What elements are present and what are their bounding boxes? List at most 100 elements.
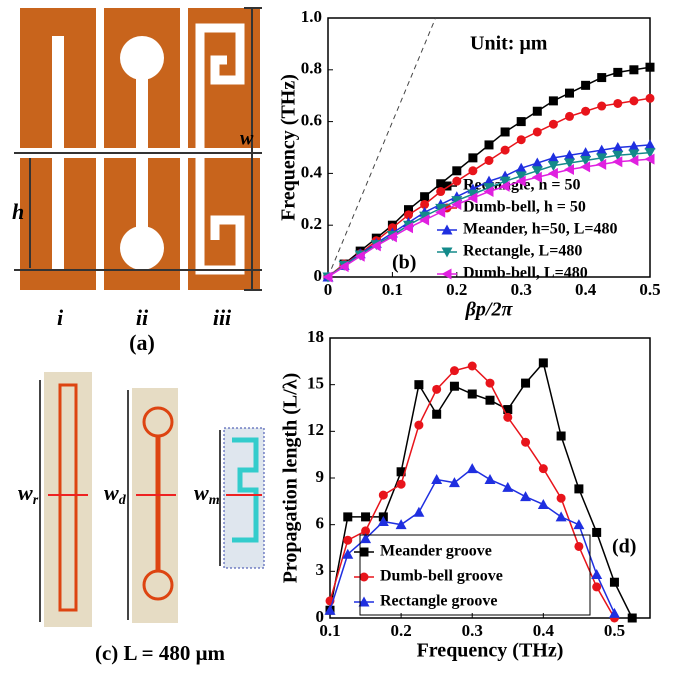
light-line	[328, 18, 436, 277]
data-point	[485, 140, 494, 149]
subscript: d	[119, 493, 127, 508]
data-point	[468, 153, 477, 162]
data-point	[486, 396, 495, 405]
width-label: w	[240, 128, 254, 150]
data-point	[520, 491, 531, 501]
width-label: wd	[104, 480, 127, 508]
data-point	[485, 474, 496, 484]
data-point	[609, 608, 620, 618]
legend-label: Dumb-bell groove	[380, 568, 503, 585]
data-point	[379, 491, 388, 500]
data-point	[581, 107, 590, 116]
panel-caption: (a)	[129, 330, 155, 355]
panel-caption: (c) L = 480 μm	[95, 641, 226, 665]
data-point	[591, 569, 602, 579]
data-point	[517, 135, 526, 144]
y-axis-title: Frequency (THz)	[278, 74, 300, 221]
y-tick-label: 1.0	[301, 7, 322, 26]
data-point	[450, 366, 459, 375]
data-point	[414, 421, 423, 430]
x-tick-label: 0.5	[604, 621, 625, 640]
data-point	[450, 382, 459, 391]
legend-marker	[360, 548, 369, 557]
symbol: w	[104, 480, 119, 505]
legend-label: Meander groove	[380, 543, 492, 560]
legend-marker	[442, 269, 452, 280]
symbol: w	[18, 480, 33, 505]
data-point	[646, 94, 655, 103]
data-point	[592, 528, 601, 537]
data-point	[557, 432, 566, 441]
data-point	[597, 102, 606, 111]
y-tick-label: 0	[316, 607, 325, 626]
data-point	[468, 166, 477, 175]
y-tick-label: 18	[307, 327, 324, 346]
x-tick-label: 0.5	[639, 280, 660, 299]
data-point	[646, 63, 655, 72]
width-label: wm	[194, 480, 220, 508]
panel-a-art	[14, 8, 262, 290]
width-label: wr	[18, 480, 39, 508]
data-point	[533, 127, 542, 136]
legend-label: Dumb-bell, L=480	[463, 265, 588, 282]
symbol: w	[194, 480, 209, 505]
data-point	[397, 480, 406, 489]
data-point	[432, 410, 441, 419]
x-tick-label: 0.3	[462, 621, 483, 640]
data-point	[413, 507, 424, 517]
data-point	[501, 127, 510, 136]
data-point	[486, 379, 495, 388]
y-tick-label: 12	[307, 420, 324, 439]
data-point	[485, 156, 494, 165]
y-tick-label: 0.6	[301, 111, 322, 130]
y-tick-label: 0.8	[301, 59, 322, 78]
panel-c-art	[40, 372, 264, 627]
data-point	[521, 438, 530, 447]
data-point	[414, 380, 423, 389]
x-axis-title: Frequency (THz)	[417, 640, 564, 662]
data-point	[539, 358, 548, 367]
data-point	[565, 112, 574, 121]
y-tick-label: 9	[316, 467, 325, 486]
data-point	[501, 146, 510, 155]
data-point	[538, 499, 549, 509]
y-tick-label: 15	[307, 374, 324, 393]
data-point	[502, 482, 513, 492]
y-tick-label: 0	[314, 266, 323, 285]
x-tick-label: 0.2	[390, 621, 411, 640]
data-point	[468, 390, 477, 399]
data-point	[343, 536, 352, 545]
annotation: Unit: μm	[470, 33, 548, 55]
subscript: r	[33, 493, 39, 508]
data-point	[613, 99, 622, 108]
annotation: (d)	[612, 536, 636, 558]
annotation: (b)	[392, 252, 416, 274]
x-tick-label: 0.1	[382, 280, 403, 299]
data-point	[573, 519, 584, 529]
x-axis-title: βp/2π	[465, 299, 514, 321]
data-point	[581, 81, 590, 90]
x-tick-label: 0.2	[446, 280, 467, 299]
series-line	[330, 469, 614, 614]
data-point	[452, 177, 461, 186]
figure: w h i ii iii (a) wr wd wm (c) L = 480 μm…	[0, 0, 678, 670]
y-tick-label: 0.2	[301, 214, 322, 233]
x-tick-label: 0.4	[533, 621, 555, 640]
column-label: iii	[213, 305, 232, 330]
data-point	[613, 68, 622, 77]
data-point	[452, 166, 461, 175]
data-point	[549, 120, 558, 129]
page: w h i ii iii (a) wr wd wm (c) L = 480 μm…	[0, 0, 678, 675]
data-point	[597, 73, 606, 82]
data-point	[467, 463, 478, 473]
data-point	[361, 512, 370, 521]
data-point	[574, 542, 583, 551]
data-point	[521, 379, 530, 388]
x-tick-label: 0.3	[511, 280, 532, 299]
x-tick-label: 0	[324, 280, 333, 299]
legend-label: Rectangle, L=480	[463, 243, 582, 260]
data-point	[565, 89, 574, 98]
height-label: h	[12, 199, 24, 224]
data-point	[533, 107, 542, 116]
data-point	[629, 96, 638, 105]
